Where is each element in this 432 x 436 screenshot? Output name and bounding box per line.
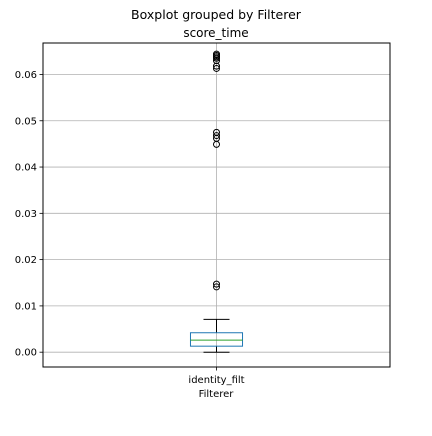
- outlier-point: [213, 50, 220, 58]
- y-tick-label: 0.00: [15, 348, 37, 359]
- chart-suptitle: Boxplot grouped by Filterer: [131, 7, 302, 22]
- x-axis: identity_filt: [188, 367, 245, 386]
- outlier-point: [213, 283, 220, 291]
- y-tick-label: 0.02: [15, 255, 37, 266]
- y-tick-label: 0.05: [15, 116, 37, 127]
- y-tick-label: 0.01: [15, 301, 37, 312]
- x-axis-label: Filterer: [199, 389, 235, 400]
- outlier-point: [213, 132, 220, 140]
- outlier-point: [213, 280, 220, 288]
- y-tick-label: 0.04: [15, 163, 37, 174]
- outlier-point: [213, 128, 220, 136]
- chart-title: score_time: [183, 26, 248, 40]
- marks-layer: [189, 50, 244, 353]
- y-axis: 0.00 0.01 0.02 0.03 0.04 0.05 0.06: [15, 70, 43, 359]
- box-iqr: [189, 332, 244, 347]
- outlier-point: [213, 64, 220, 72]
- y-tick-label: 0.06: [15, 70, 37, 81]
- y-tick-label: 0.03: [15, 209, 37, 220]
- grid-layer: [43, 43, 390, 367]
- plot-frame: [42, 42, 391, 368]
- x-tick-label: identity_filt: [188, 375, 244, 386]
